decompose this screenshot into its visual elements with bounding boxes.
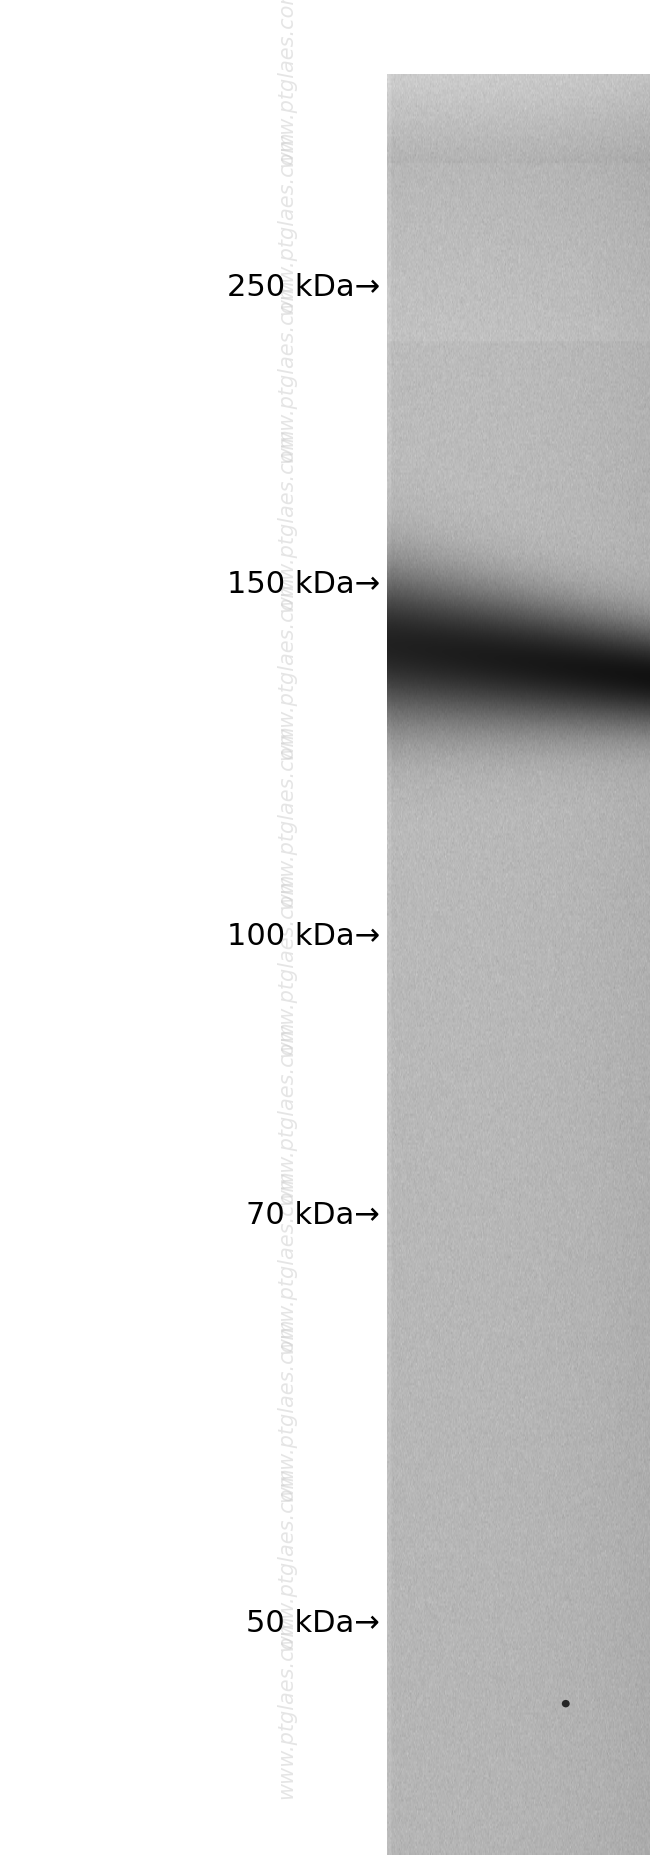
Text: www.ptglaes.com: www.ptglaes.com [276, 130, 296, 315]
Text: 100 kDa→: 100 kDa→ [227, 922, 380, 952]
Text: www.ptglaes.com: www.ptglaes.com [276, 278, 296, 464]
Bar [387, 0, 650, 74]
Text: 150 kDa→: 150 kDa→ [227, 569, 380, 599]
Text: 70 kDa→: 70 kDa→ [246, 1200, 380, 1230]
Text: www.ptglaes.com: www.ptglaes.com [276, 872, 296, 1057]
Text: www.ptglaes.com: www.ptglaes.com [276, 1317, 296, 1503]
Text: www.ptglaes.com: www.ptglaes.com [276, 427, 296, 612]
Text: www.ptglaes.com: www.ptglaes.com [276, 1465, 296, 1651]
Text: www.ptglaes.com: www.ptglaes.com [276, 1020, 296, 1206]
Bar [0, 0, 387, 1855]
Text: 50 kDa→: 50 kDa→ [246, 1608, 380, 1638]
Text: www.ptglaes.com: www.ptglaes.com [276, 1614, 296, 1799]
Text: 250 kDa→: 250 kDa→ [227, 273, 380, 302]
Text: www.ptglaes.com: www.ptglaes.com [276, 723, 296, 909]
Ellipse shape [562, 1699, 569, 1707]
Text: www.ptglaes.com: www.ptglaes.com [276, 0, 296, 167]
Text: www.ptglaes.com: www.ptglaes.com [276, 575, 296, 761]
Text: www.ptglaes.com: www.ptglaes.com [276, 1169, 296, 1354]
